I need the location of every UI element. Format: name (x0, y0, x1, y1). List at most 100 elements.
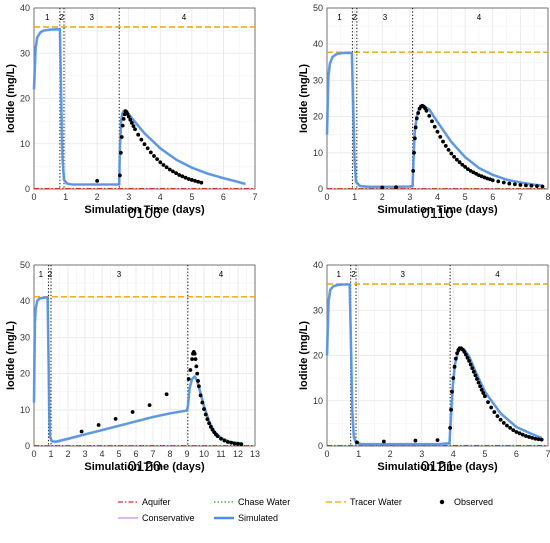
phase-label: 4 (495, 270, 500, 279)
observed-point (202, 407, 206, 411)
simulated-line (32, 28, 246, 186)
phase-label: 4 (219, 270, 224, 279)
observed-point (394, 185, 398, 190)
observed-point (471, 369, 476, 374)
observed-point (435, 129, 440, 134)
observed-point (514, 430, 519, 434)
observed-point (460, 162, 465, 167)
observed-point (463, 165, 468, 169)
y-tick-label: 30 (313, 305, 323, 315)
observed-point (139, 137, 144, 142)
observed-point (208, 424, 213, 429)
observed-point (501, 421, 506, 425)
observed-point (147, 403, 152, 407)
observed-point (498, 417, 503, 422)
observed-point (167, 167, 172, 172)
observed-point (539, 437, 544, 442)
x-tick-label: 10 (199, 449, 209, 459)
panel-label: 0121 (421, 458, 454, 475)
y-axis-label: Iodide (mg/L) (5, 64, 17, 133)
observed-point (446, 148, 451, 152)
y-tick-label: 20 (20, 94, 30, 104)
observed-point (467, 359, 471, 363)
observed-point (507, 181, 512, 186)
observed-point (129, 121, 134, 125)
observed-point (222, 438, 227, 443)
phase-label: 3 (401, 270, 406, 279)
observed-point (79, 429, 84, 434)
observed-point (188, 368, 193, 372)
observed-point (158, 160, 163, 165)
observed-point (148, 150, 153, 155)
observed-point (192, 351, 197, 356)
observed-point (452, 364, 457, 369)
observed-point (524, 434, 528, 438)
observed-point (412, 150, 416, 155)
observed-point (164, 165, 169, 170)
legend-item-chase: Chase Water (214, 497, 290, 507)
observed-point (455, 351, 459, 356)
phase-label: 4 (477, 13, 482, 22)
phase-label: 2 (60, 13, 65, 22)
observed-point (524, 183, 528, 188)
x-tick-label: 7 (518, 192, 523, 202)
y-tick-label: 40 (313, 39, 323, 49)
observed-point (186, 377, 191, 381)
observed-point (207, 421, 212, 426)
observed-point (120, 123, 125, 128)
observed-point (457, 160, 462, 165)
legend-item-aquifer: Aquifer (118, 497, 171, 507)
observed-point (229, 440, 234, 445)
observed-point (113, 416, 118, 421)
phase-label: 3 (90, 13, 95, 22)
y-tick-label: 20 (20, 369, 30, 379)
y-tick-label: 30 (313, 75, 323, 85)
observed-point (518, 183, 523, 187)
observed-point (533, 436, 538, 441)
chart-panel-0110: 0 1 2 3 4 5 6 7 8 0 10 20 30 40 50 Simulation Time (day… (298, 3, 550, 222)
y-tick-label: 10 (313, 396, 323, 406)
y-axis-label: Iodide (mg/L) (5, 321, 17, 390)
observed-point (465, 167, 470, 171)
observed-point (121, 116, 126, 121)
observed-point (195, 371, 200, 376)
panel-label: 0106 (128, 205, 161, 222)
x-tick-label: 7 (545, 449, 550, 459)
observed-point (454, 157, 459, 162)
legend-item-conservative: Conservative (118, 513, 195, 523)
observed-point (180, 174, 185, 179)
observed-point (232, 441, 237, 446)
observed-point (475, 377, 479, 381)
x-tick-label: 5 (189, 192, 194, 202)
observed-point (413, 125, 418, 130)
observed-point (225, 440, 230, 444)
y-tick-label: 10 (313, 148, 323, 158)
x-tick-label: 0 (324, 449, 329, 459)
legend-label-observed: Observed (454, 497, 493, 507)
x-tick-label: 7 (150, 449, 155, 459)
observed-point (473, 373, 478, 378)
x-tick-label: 0 (31, 449, 36, 459)
x-tick-label: 4 (99, 449, 104, 459)
observed-point (119, 135, 124, 139)
observed-point (529, 183, 534, 188)
phase-label: 3 (117, 270, 122, 279)
y-tick-label: 30 (20, 48, 30, 58)
observed-point (190, 357, 195, 362)
x-tick-label: 0 (324, 192, 329, 202)
observed-point (468, 362, 473, 367)
observed-point (145, 146, 150, 151)
observed-point (164, 392, 169, 397)
legend-item-simulated: Simulated (214, 513, 278, 523)
observed-point (133, 127, 137, 132)
observed-point (486, 400, 490, 405)
observed-point (136, 132, 141, 137)
observed-point (535, 184, 539, 189)
x-tick-label: 3 (82, 449, 87, 459)
observed-point (412, 136, 417, 141)
y-axis-label: Iodide (mg/L) (298, 321, 310, 390)
x-tick-label: 3 (419, 449, 424, 459)
phase-label: 2 (352, 13, 357, 22)
observed-point (478, 384, 483, 389)
